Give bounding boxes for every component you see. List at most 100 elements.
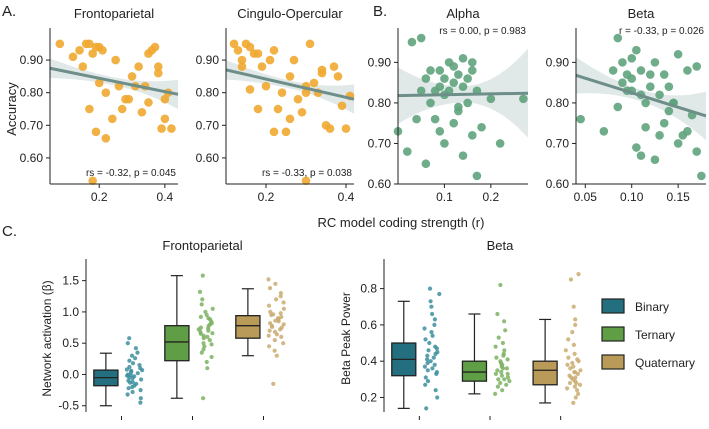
frontoparietal-box-point-quaternary	[272, 329, 278, 334]
frontoparietal-stat: rs = -0.32, p = 0.045	[86, 168, 176, 179]
frontoparietal-point	[167, 124, 176, 133]
beta-point	[697, 171, 706, 181]
beta-point	[692, 62, 702, 71]
frontoparietal-point	[154, 68, 163, 78]
cingulo-opercular-point	[253, 104, 263, 114]
alpha-point	[426, 98, 435, 108]
alpha-point	[412, 114, 421, 124]
beta-box-point-binary	[425, 379, 431, 384]
frontoparietal-box-point-quaternary	[267, 286, 273, 291]
beta-box-point-quaternary	[570, 360, 575, 366]
frontoparietal-point	[160, 94, 170, 104]
alpha-point	[426, 66, 435, 75]
alpha-ytick-label-2: 0.80	[368, 96, 392, 110]
frontoparietal-box-point-ternary	[209, 354, 214, 360]
frontoparietal-point	[134, 62, 143, 71]
frontoparietal-ytick-label-0: 0.60	[20, 151, 44, 165]
cingulo-opercular-ytick-label-3: 0.90	[196, 53, 220, 67]
frontoparietal-box-point-binary	[135, 350, 140, 355]
alpha-xtick-label-0: 0.1	[436, 190, 453, 204]
frontoparietal-box-point-ternary	[205, 366, 210, 371]
beta-box-point-quaternary	[569, 375, 574, 380]
frontoparietal-point	[127, 72, 137, 81]
cingulo-opercular-title: Cingulo-Opercular	[237, 6, 343, 21]
beta-box-point-binary	[425, 360, 430, 366]
beta-point	[645, 70, 655, 79]
alpha-stat: rs = 0.00, p = 0.983	[439, 26, 526, 37]
beta-point	[576, 114, 585, 124]
beta-box-point-quaternary	[574, 380, 579, 386]
boxplot-frontoparietal: -0.5 0.0 0.5 1.0 1.5 Frontoparietal Network ac…	[40, 238, 286, 420]
frontoparietal-box-point-ternary	[197, 289, 203, 294]
frontoparietal-ytick-label-2: 0.80	[20, 86, 44, 100]
cingulo-opercular-point	[277, 88, 287, 97]
beta-point	[627, 54, 637, 63]
frontoparietal-box-point-binary	[138, 396, 143, 401]
frontoparietal-box-point-binary	[139, 377, 144, 382]
beta-box-point-binary	[434, 346, 439, 351]
beta-box-point-ternary	[502, 348, 507, 353]
cingulo-opercular-point	[285, 72, 295, 81]
beta-box-point-ternary	[495, 368, 500, 373]
beta-box-point-binary	[425, 353, 430, 358]
frontoparietal-box-point-binary	[130, 361, 136, 366]
alpha-point	[421, 159, 431, 169]
beta-box-point-quaternary	[572, 384, 578, 389]
cingulo-opercular-point	[293, 94, 303, 104]
beta-box-point-ternary	[498, 282, 503, 288]
beta-box-point-quaternary	[577, 382, 583, 387]
frontoparietal-point	[111, 55, 120, 65]
beta-box-point-quaternary	[571, 342, 577, 347]
frontoparietal-box-point-ternary	[210, 306, 215, 311]
frontoparietal-box-box-ternary	[164, 325, 190, 362]
frontoparietal-box-point-binary	[137, 363, 142, 368]
beta-box-ylabel: Beta Peak Power	[339, 292, 353, 385]
beta-box-point-binary	[432, 322, 437, 327]
beta-ytick-label-2: 0.80	[546, 96, 570, 110]
cingulo-opercular-xtick-label-0: 0.2	[258, 190, 275, 204]
beta-box-point-ternary	[493, 371, 498, 376]
frontoparietal-box-point-quaternary	[279, 314, 284, 319]
alpha-xtick-label-1: 0.2	[483, 190, 500, 204]
beta-point	[664, 106, 674, 116]
beta-box-point-ternary	[498, 359, 503, 364]
cingulo-opercular-point	[233, 46, 243, 55]
frontoparietal-box-point-quaternary	[272, 338, 277, 343]
frontoparietal-ytick-label-3: 0.90	[20, 53, 44, 67]
frontoparietal-box-point-quaternary	[281, 300, 286, 305]
beta-box-point-binary	[427, 340, 432, 346]
frontoparietal-box-point-quaternary	[266, 303, 272, 308]
beta-box-point-quaternary	[568, 277, 574, 282]
beta-box-point-binary	[433, 388, 438, 393]
cingulo-opercular-point	[237, 62, 247, 71]
frontoparietal-point	[144, 98, 153, 107]
frontoparietal-point	[117, 104, 127, 114]
scatter-cingulo-opercular: 0.60 0.70 0.80 0.90 0.2 0.4 Cingulo-Opercular r…	[196, 6, 355, 204]
beta-xtick-label-1: 0.10	[620, 190, 644, 204]
beta-box-point-ternary	[498, 380, 503, 386]
beta-box-point-binary	[430, 311, 435, 317]
frontoparietal-box-point-quaternary	[274, 353, 279, 358]
beta-box-point-binary	[428, 299, 433, 304]
boxplot-beta: 0.2 0.4 0.6 0.8 Beta Beta Peak Power	[339, 238, 583, 420]
scatter-frontoparietal: 0.60 0.70 0.80 0.90 0.2 0.4 Frontoparietal Accu…	[4, 6, 179, 204]
frontoparietal-box-point-ternary	[210, 331, 215, 336]
frontoparietal-ci-band	[50, 58, 178, 109]
beta-point	[599, 126, 609, 136]
beta-point	[641, 98, 650, 108]
alpha-point	[402, 147, 412, 156]
frontoparietal-point	[121, 94, 130, 104]
beta-box-point-binary	[429, 330, 434, 335]
panel-label-a: A.	[2, 3, 16, 20]
beta-box-point-binary	[423, 337, 428, 342]
beta-ytick-label-3: 0.90	[546, 55, 570, 69]
beta-box-point-binary	[426, 348, 431, 353]
beta-point	[655, 131, 664, 140]
frontoparietal-box-point-ternary	[201, 396, 206, 401]
frontoparietal-point	[101, 134, 111, 143]
frontoparietal-box-point-quaternary	[274, 297, 279, 302]
beta-box-point-quaternary	[572, 370, 578, 375]
legend-swatch-quaternary	[601, 354, 625, 370]
alpha-point	[416, 86, 426, 96]
beta-box-point-binary	[435, 395, 440, 400]
